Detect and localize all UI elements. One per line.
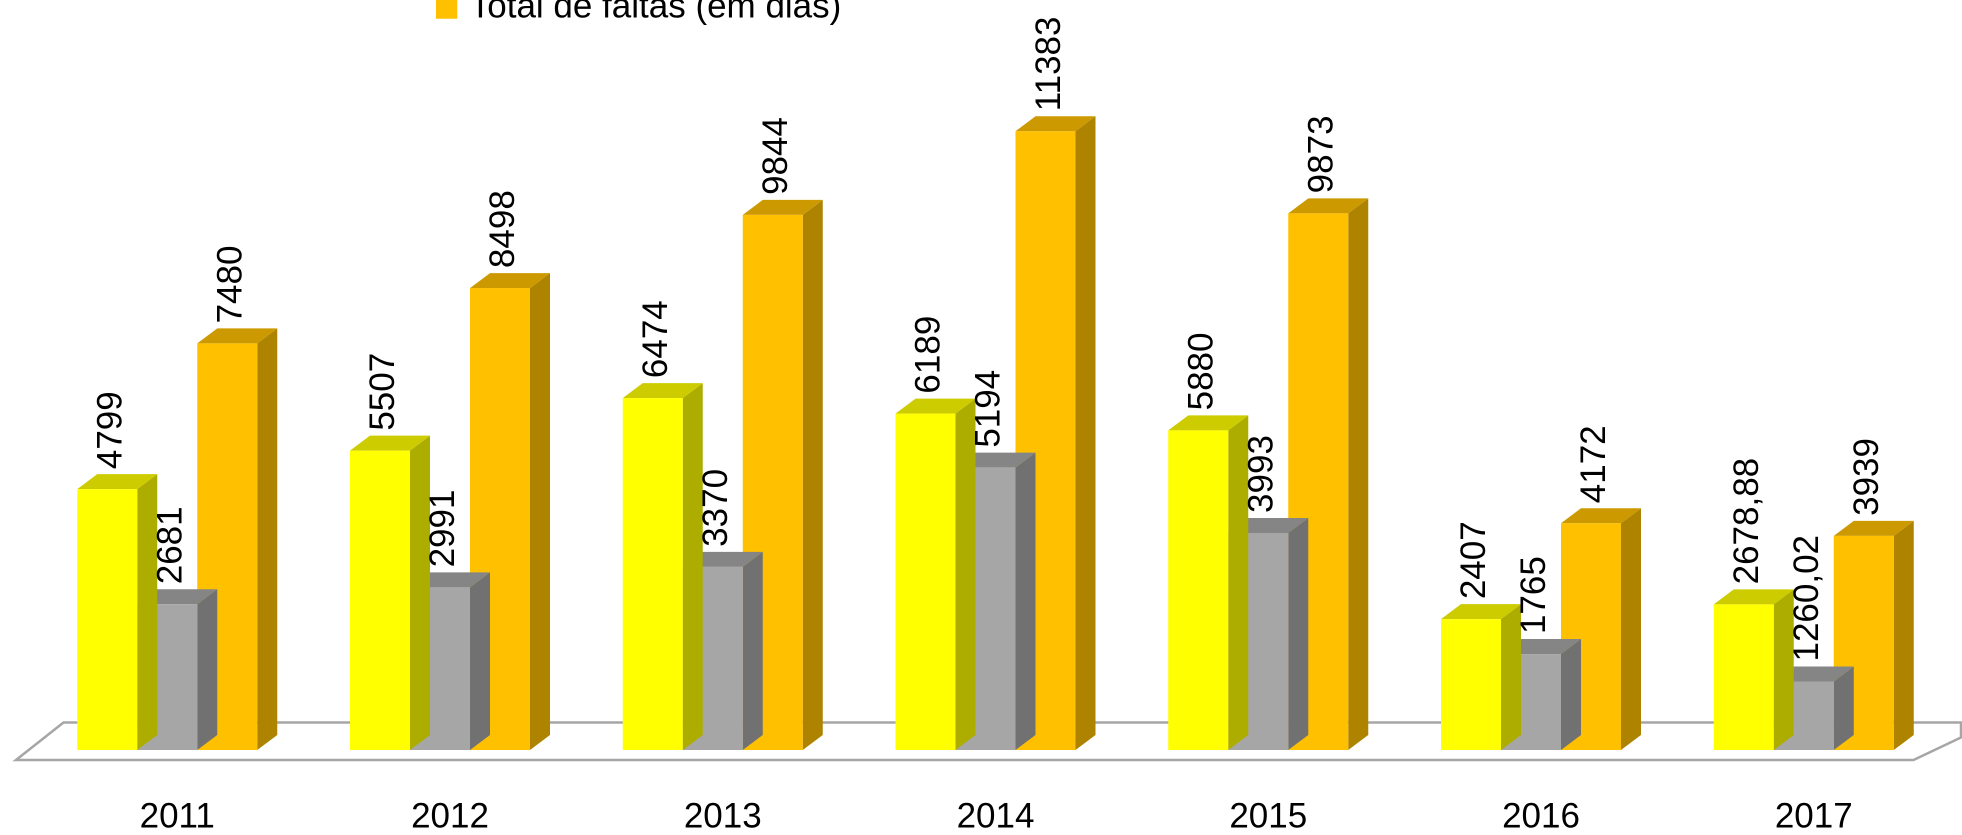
data-label: 1260,02 xyxy=(1787,535,1826,662)
bar-side xyxy=(1561,639,1581,750)
data-label: 1765 xyxy=(1514,556,1553,634)
bar-side xyxy=(1501,604,1521,750)
bar-side xyxy=(530,273,550,750)
bar-side xyxy=(1015,452,1036,750)
data-label: 5880 xyxy=(1182,333,1221,411)
bar-top xyxy=(742,199,823,215)
bar xyxy=(77,489,138,750)
data-label: 9844 xyxy=(756,117,795,195)
bar xyxy=(1168,430,1229,750)
bar-side xyxy=(1893,520,1914,750)
floor xyxy=(12,721,1962,762)
bar xyxy=(895,413,956,750)
bar-side xyxy=(1075,116,1096,750)
bar-top xyxy=(1713,589,1794,605)
bar-side xyxy=(1228,415,1249,750)
bar-side xyxy=(742,551,763,750)
bar-side xyxy=(410,435,430,750)
data-label: 3993 xyxy=(1242,435,1281,513)
bar-side xyxy=(1288,517,1309,750)
bar-side xyxy=(1348,198,1369,750)
x-tick-label: 2013 xyxy=(684,797,762,835)
x-tick-label: 2015 xyxy=(1229,797,1307,835)
bar-top xyxy=(1441,604,1521,620)
x-tick-label: 2017 xyxy=(1775,797,1853,835)
x-tick-label: 2014 xyxy=(957,797,1035,835)
x-tick-label: 2011 xyxy=(140,797,215,835)
bar-top xyxy=(1015,116,1096,132)
data-label: 6189 xyxy=(909,316,948,394)
data-label: 9873 xyxy=(1302,115,1341,193)
bar-side xyxy=(1833,666,1854,750)
data-label: 6474 xyxy=(636,300,675,378)
legend-swatch xyxy=(436,0,458,19)
bar-side xyxy=(682,383,703,750)
bar-side xyxy=(1621,508,1641,750)
bar-side xyxy=(955,398,976,750)
bar-top xyxy=(895,398,976,414)
bar xyxy=(1713,604,1774,750)
bar-top xyxy=(77,474,158,490)
bar-side xyxy=(802,199,823,750)
data-label: 2678,88 xyxy=(1727,458,1766,585)
legend-label: Total de faltas (em dias) xyxy=(470,0,842,26)
bar-top xyxy=(197,328,278,344)
x-tick-label: 2016 xyxy=(1502,797,1580,835)
bar-top xyxy=(1288,198,1369,214)
data-label: 4799 xyxy=(91,391,130,469)
data-label: 4172 xyxy=(1574,425,1613,503)
bar-side xyxy=(1773,589,1794,750)
data-label: 3370 xyxy=(696,469,735,547)
data-label: 2407 xyxy=(1454,521,1493,599)
bar-top xyxy=(622,383,703,399)
bar-top xyxy=(1561,508,1641,524)
bar xyxy=(1441,619,1501,750)
bar-top xyxy=(1833,520,1914,536)
bar-side xyxy=(137,474,158,750)
bar xyxy=(350,450,410,750)
bar-top xyxy=(350,435,430,451)
data-label: 8498 xyxy=(483,190,522,268)
bar-side xyxy=(257,328,278,750)
bar-top xyxy=(1168,415,1249,431)
data-label: 5194 xyxy=(969,370,1008,448)
data-label: 11383 xyxy=(1029,17,1068,112)
bar-top xyxy=(470,273,550,289)
data-label: 3939 xyxy=(1847,438,1886,516)
data-label: 2681 xyxy=(151,506,190,584)
x-tick-label: 2012 xyxy=(411,797,489,835)
data-label: 7480 xyxy=(211,246,250,324)
data-label: 5507 xyxy=(363,353,402,431)
bar-side xyxy=(197,589,218,750)
bar-side xyxy=(470,572,490,750)
bar xyxy=(622,398,683,750)
data-label: 2991 xyxy=(423,490,462,568)
